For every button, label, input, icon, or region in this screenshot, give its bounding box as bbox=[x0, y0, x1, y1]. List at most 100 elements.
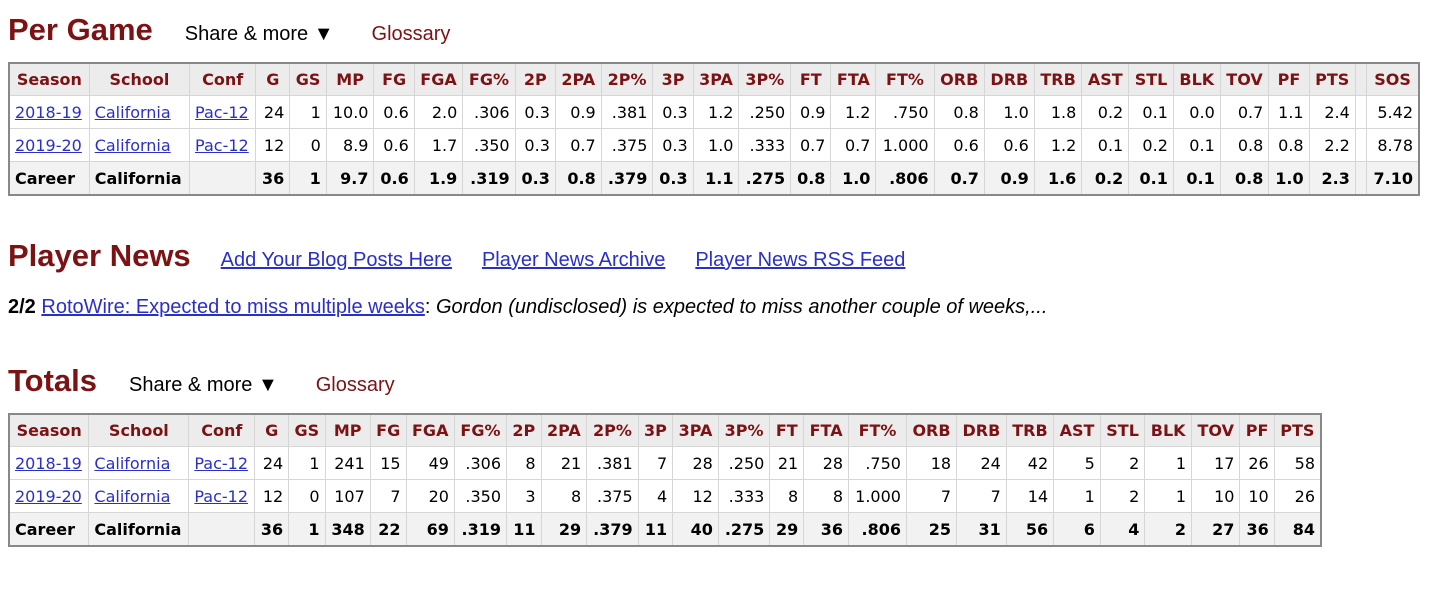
table-cell[interactable]: Pac-12 bbox=[189, 128, 257, 162]
conf-link[interactable]: Pac-12 bbox=[195, 135, 249, 155]
per-game-col-header[interactable]: AST bbox=[1081, 62, 1130, 96]
per-game-col-header[interactable]: FT% bbox=[875, 62, 935, 96]
per-game-col-header[interactable]: G bbox=[255, 62, 291, 96]
totals-col-header[interactable]: ORB bbox=[905, 413, 958, 447]
per-game-col-header[interactable]: PF bbox=[1268, 62, 1310, 96]
glossary-link[interactable]: Glossary bbox=[371, 23, 451, 45]
conf-link[interactable]: Pac-12 bbox=[195, 102, 249, 122]
per-game-col-header[interactable]: FG bbox=[373, 62, 415, 96]
table-cell: 0.7 bbox=[554, 128, 602, 162]
per-game-col-header[interactable]: FT bbox=[790, 62, 832, 96]
table-cell: 10 bbox=[1191, 479, 1241, 513]
table-cell[interactable]: 2019-20 bbox=[8, 479, 90, 513]
season-link[interactable]: 2019-20 bbox=[15, 135, 82, 155]
totals-col-header[interactable]: BLK bbox=[1144, 413, 1193, 447]
school-link[interactable]: California bbox=[94, 102, 171, 122]
totals-col-header[interactable]: FG bbox=[369, 413, 407, 447]
per-game-col-header[interactable]: MP bbox=[325, 62, 375, 96]
per-game-col-header[interactable]: TOV bbox=[1219, 62, 1270, 96]
table-row: 2018-19 California Pac-12 24 1 241 15 49.306 8 21… bbox=[8, 446, 1322, 480]
table-cell: 1.8 bbox=[1033, 95, 1083, 129]
school-link[interactable]: California bbox=[94, 486, 171, 506]
totals-col-header[interactable]: Season bbox=[8, 413, 90, 447]
table-cell[interactable]: Pac-12 bbox=[188, 446, 256, 480]
per-game-col-header[interactable]: 2P bbox=[514, 62, 556, 96]
totals-col-header[interactable]: DRB bbox=[956, 413, 1007, 447]
table-cell[interactable]: 2018-19 bbox=[8, 95, 90, 129]
player-news-rss-link[interactable]: Player News RSS Feed bbox=[695, 249, 906, 271]
table-cell: 8 bbox=[506, 446, 542, 480]
player-news-archive-link[interactable]: Player News Archive bbox=[481, 249, 666, 271]
table-cell[interactable]: 2018-19 bbox=[8, 446, 90, 480]
totals-glossary-link[interactable]: Glossary bbox=[315, 374, 395, 396]
per-game-title: Per Game bbox=[8, 12, 153, 47]
totals-col-header[interactable]: 2P bbox=[506, 413, 542, 447]
totals-col-header[interactable]: PF bbox=[1239, 413, 1275, 447]
totals-col-header[interactable]: 2P% bbox=[586, 413, 639, 447]
table-cell[interactable]: California bbox=[88, 479, 190, 513]
totals-col-header[interactable]: FT bbox=[769, 413, 805, 447]
per-game-col-header[interactable]: Conf bbox=[189, 62, 257, 96]
table-cell[interactable]: Pac-12 bbox=[188, 479, 256, 513]
table-cell[interactable]: California bbox=[88, 95, 191, 129]
per-game-col-header[interactable]: 2PA bbox=[554, 62, 602, 96]
totals-col-header[interactable]: PTS bbox=[1273, 413, 1322, 447]
totals-col-header[interactable]: School bbox=[88, 413, 190, 447]
news-headline-link[interactable]: RotoWire: Expected to miss multiple week… bbox=[41, 296, 425, 318]
totals-col-header[interactable]: FT% bbox=[848, 413, 907, 447]
school-link[interactable]: California bbox=[94, 453, 171, 473]
totals-col-header[interactable]: G bbox=[254, 413, 290, 447]
school-link[interactable]: California bbox=[94, 135, 171, 155]
share-more-button[interactable]: Share & more ▼ bbox=[184, 23, 334, 45]
totals-col-header[interactable]: TOV bbox=[1191, 413, 1241, 447]
per-game-col-header[interactable]: PTS bbox=[1308, 62, 1356, 96]
season-link[interactable]: 2019-20 bbox=[15, 486, 82, 506]
per-game-col-header[interactable]: TRB bbox=[1033, 62, 1083, 96]
per-game-col-header[interactable]: 3P% bbox=[738, 62, 792, 96]
per-game-col-header[interactable]: Season bbox=[8, 62, 90, 96]
totals-col-header[interactable]: 3P bbox=[637, 413, 674, 447]
totals-col-header[interactable]: STL bbox=[1099, 413, 1146, 447]
table-cell: 2 bbox=[1099, 446, 1146, 480]
totals-col-header[interactable]: AST bbox=[1053, 413, 1101, 447]
table-cell[interactable]: California bbox=[88, 446, 190, 480]
per-game-col-header[interactable]: FGA bbox=[413, 62, 464, 96]
totals-col-header[interactable]: Conf bbox=[188, 413, 256, 447]
totals-col-header[interactable]: GS bbox=[288, 413, 326, 447]
per-game-col-header[interactable]: School bbox=[88, 62, 191, 96]
per-game-col-header[interactable]: 3PA bbox=[692, 62, 740, 96]
table-cell: 14 bbox=[1005, 479, 1055, 513]
per-game-col-header[interactable]: BLK bbox=[1172, 62, 1221, 96]
conf-link[interactable]: Pac-12 bbox=[194, 486, 249, 506]
per-game-col-header[interactable]: FG% bbox=[462, 62, 516, 96]
add-blog-posts-link[interactable]: Add Your Blog Posts Here bbox=[220, 249, 452, 271]
career-cell: 0.3 bbox=[514, 161, 556, 196]
table-cell: 0.8 bbox=[933, 95, 985, 129]
totals-col-header[interactable]: 3PA bbox=[672, 413, 719, 447]
totals-share-more-button[interactable]: Share & more ▼ bbox=[129, 374, 278, 396]
season-link[interactable]: 2018-19 bbox=[15, 102, 82, 122]
per-game-col-header[interactable]: FTA bbox=[830, 62, 877, 96]
conf-link[interactable]: Pac-12 bbox=[194, 453, 249, 473]
totals-col-header[interactable]: 2PA bbox=[540, 413, 588, 447]
table-cell: 18 bbox=[905, 446, 958, 480]
per-game-col-header[interactable] bbox=[1354, 62, 1368, 96]
totals-col-header[interactable]: MP bbox=[324, 413, 371, 447]
table-cell[interactable]: California bbox=[88, 128, 191, 162]
per-game-col-header[interactable]: ORB bbox=[933, 62, 985, 96]
per-game-col-header[interactable]: 2P% bbox=[600, 62, 654, 96]
season-link[interactable]: 2018-19 bbox=[15, 453, 82, 473]
totals-col-header[interactable]: FTA bbox=[803, 413, 850, 447]
per-game-col-header[interactable]: DRB bbox=[983, 62, 1035, 96]
per-game-col-header[interactable]: SOS bbox=[1366, 62, 1420, 96]
table-cell: 0.6 bbox=[983, 128, 1035, 162]
table-cell[interactable]: 2019-20 bbox=[8, 128, 90, 162]
per-game-col-header[interactable]: STL bbox=[1128, 62, 1174, 96]
per-game-col-header[interactable]: 3P bbox=[652, 62, 694, 96]
totals-col-header[interactable]: 3P% bbox=[717, 413, 771, 447]
totals-col-header[interactable]: FGA bbox=[405, 413, 455, 447]
totals-col-header[interactable]: TRB bbox=[1005, 413, 1055, 447]
totals-col-header[interactable]: FG% bbox=[453, 413, 508, 447]
per-game-col-header[interactable]: GS bbox=[289, 62, 327, 96]
table-cell[interactable]: Pac-12 bbox=[189, 95, 257, 129]
